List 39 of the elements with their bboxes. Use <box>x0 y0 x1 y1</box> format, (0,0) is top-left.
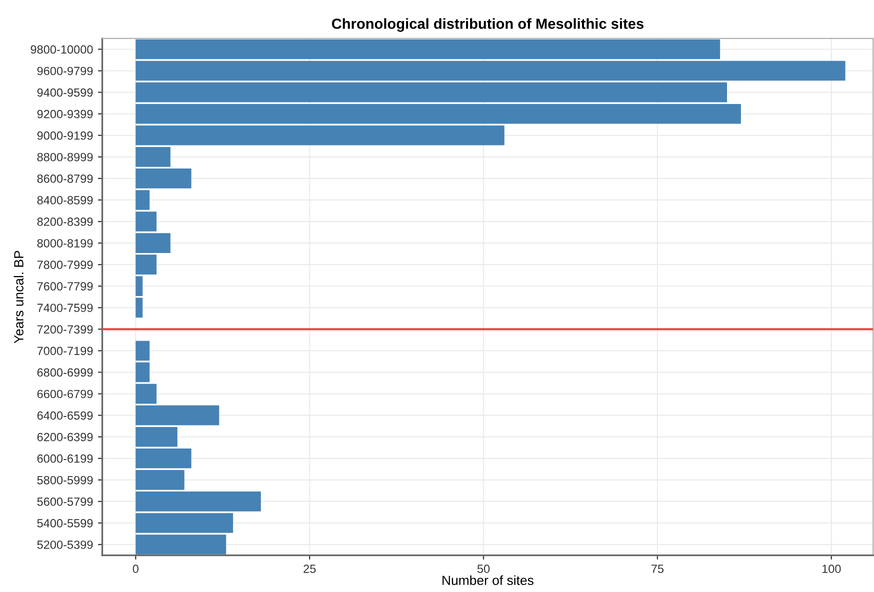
y-tick-label: 9400-9599 <box>37 88 93 97</box>
y-tick-label: 8200-8399 <box>37 218 93 226</box>
y-tick-label: 8400-8599 <box>37 196 93 204</box>
x-tick-label: 50 <box>477 564 490 573</box>
y-tick-label: 9800-10000 <box>30 45 93 54</box>
y-tick-label: 6800-6999 <box>37 368 93 377</box>
bar <box>136 362 150 382</box>
y-tick-label: 7400-7599 <box>37 304 93 312</box>
y-tick-label: 9600-9799 <box>37 66 93 76</box>
y-tick-label: 6000-6199 <box>37 454 93 463</box>
y-tick-label: 8600-8799 <box>37 174 93 183</box>
x-tick-label: 100 <box>822 564 841 573</box>
y-tick-label: 9000-9199 <box>37 131 93 140</box>
y-tick-label: 8800-8999 <box>37 152 93 162</box>
x-tick-label: 0 <box>132 564 138 573</box>
y-tick-label: 8000-8199 <box>37 239 93 248</box>
y-tick-label: 5400-5599 <box>37 519 93 528</box>
bar <box>136 82 728 102</box>
x-tick-label: 25 <box>304 564 316 573</box>
y-tick-label: 7800-7999 <box>37 260 93 269</box>
x-axis-title: Number of sites <box>442 575 534 586</box>
y-tick-label: 5800-5999 <box>37 476 93 484</box>
y-tick-label: 6400-6599 <box>37 411 93 420</box>
chart-title: Chronological distribution of Mesolithic sites <box>332 18 644 32</box>
bar <box>136 384 157 404</box>
y-tick-label: 5200-5399 <box>37 540 93 549</box>
y-tick-label: 5600-5799 <box>37 497 93 506</box>
y-tick-label: 7200-7399 <box>37 325 93 334</box>
y-tick-label: 7600-7799 <box>37 282 93 291</box>
bar <box>136 60 846 81</box>
y-tick-label: 6600-6799 <box>37 390 93 398</box>
y-tick-label: 6200-6399 <box>37 432 93 442</box>
x-tick-label: 75 <box>651 564 664 573</box>
y-tick-label: 9200-9399 <box>37 110 93 118</box>
bar <box>136 39 720 60</box>
y-axis-title: Years uncal. BP <box>14 250 24 344</box>
bar <box>136 405 220 426</box>
y-tick-label: 7000-7199 <box>37 346 93 356</box>
bar <box>136 340 150 361</box>
